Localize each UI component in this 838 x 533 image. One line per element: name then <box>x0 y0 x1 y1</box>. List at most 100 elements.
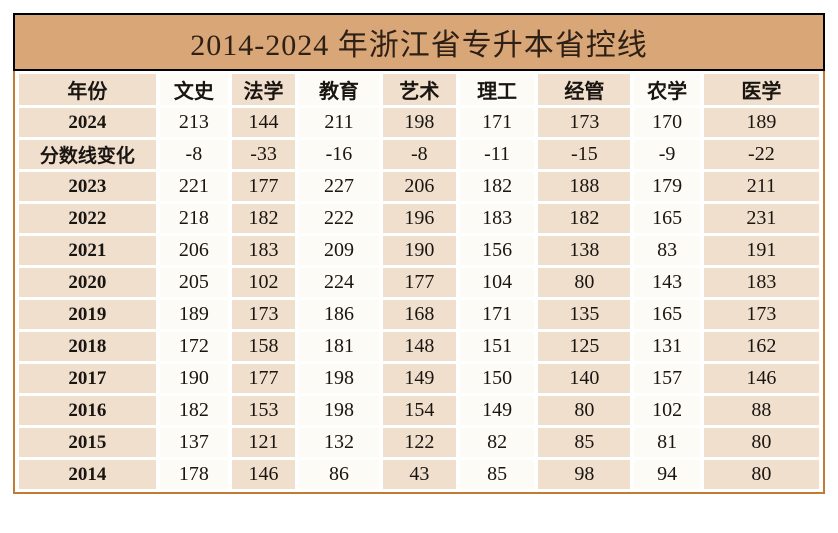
table-cell: 88 <box>703 396 819 425</box>
table-cell: -16 <box>299 140 379 169</box>
table-cell: 206 <box>159 236 229 265</box>
table-cell: 171 <box>459 108 535 137</box>
table-cell: 178 <box>159 460 229 489</box>
table-cell: 149 <box>382 364 456 393</box>
table-cell: 143 <box>634 268 700 297</box>
table-cell: 150 <box>459 364 535 393</box>
table-row: 2022 218 182 222 196 183 182 165 231 <box>19 204 819 233</box>
table-cell: 182 <box>459 172 535 201</box>
table-cell: 80 <box>703 428 819 457</box>
table-cell: 177 <box>382 268 456 297</box>
header-row: 年份 文史 法学 教育 艺术 理工 经管 农学 医学 <box>19 74 819 105</box>
table-row: 2019 189 173 186 168 171 135 165 173 <box>19 300 819 329</box>
table-cell: -15 <box>538 140 631 169</box>
row-label: 2020 <box>19 268 156 297</box>
score-table-card: 2014-2024 年浙江省专升本省控线 年份 文史 法学 教育 艺术 理工 经管 农学 医学 … <box>13 13 825 494</box>
table-cell: 138 <box>538 236 631 265</box>
table-cell: 190 <box>159 364 229 393</box>
table-cell: 86 <box>299 460 379 489</box>
table-cell: 211 <box>299 108 379 137</box>
column-header: 农学 <box>634 74 700 105</box>
column-header: 理工 <box>459 74 535 105</box>
table-cell: -8 <box>159 140 229 169</box>
table-cell: 82 <box>459 428 535 457</box>
row-label: 2019 <box>19 300 156 329</box>
table-cell: 182 <box>538 204 631 233</box>
table-cell: 222 <box>299 204 379 233</box>
row-label: 2018 <box>19 332 156 361</box>
table-row: 2021 206 183 209 190 156 138 83 191 <box>19 236 819 265</box>
table-cell: 181 <box>299 332 379 361</box>
table-cell: 94 <box>634 460 700 489</box>
table-cell: 196 <box>382 204 456 233</box>
table-cell: 221 <box>159 172 229 201</box>
table-cell: 157 <box>634 364 700 393</box>
table-body: 2024 213 144 211 198 171 173 170 189 分数线变化 -8 -33 -1… <box>19 108 819 489</box>
table-cell: -11 <box>459 140 535 169</box>
table-cell: 146 <box>703 364 819 393</box>
table-cell: -33 <box>232 140 296 169</box>
table-cell: 125 <box>538 332 631 361</box>
table-cell: 151 <box>459 332 535 361</box>
table-cell: 183 <box>232 236 296 265</box>
table-cell: 172 <box>159 332 229 361</box>
table-cell: 224 <box>299 268 379 297</box>
column-header: 教育 <box>299 74 379 105</box>
table-cell: 121 <box>232 428 296 457</box>
table-cell: 132 <box>299 428 379 457</box>
table-cell: 80 <box>538 396 631 425</box>
table-cell: 227 <box>299 172 379 201</box>
row-label: 2021 <box>19 236 156 265</box>
table-cell: 183 <box>459 204 535 233</box>
page-title: 2014-2024 年浙江省专升本省控线 <box>13 13 825 71</box>
table-row: 2024 213 144 211 198 171 173 170 189 <box>19 108 819 137</box>
table-cell: 173 <box>538 108 631 137</box>
row-label: 2015 <box>19 428 156 457</box>
table-cell: 102 <box>634 396 700 425</box>
table-cell: -9 <box>634 140 700 169</box>
table-cell: 140 <box>538 364 631 393</box>
table-cell: 156 <box>459 236 535 265</box>
table-cell: 170 <box>634 108 700 137</box>
table-cell: 190 <box>382 236 456 265</box>
table-cell: 179 <box>634 172 700 201</box>
table-row: 2017 190 177 198 149 150 140 157 146 <box>19 364 819 393</box>
table-cell: 191 <box>703 236 819 265</box>
table-cell: 146 <box>232 460 296 489</box>
column-header: 法学 <box>232 74 296 105</box>
row-label: 2022 <box>19 204 156 233</box>
table-cell: 131 <box>634 332 700 361</box>
table-cell: 168 <box>382 300 456 329</box>
table-cell: -8 <box>382 140 456 169</box>
column-header: 医学 <box>703 74 819 105</box>
table-cell: 211 <box>703 172 819 201</box>
table-cell: 173 <box>232 300 296 329</box>
table-cell: 149 <box>459 396 535 425</box>
table-cell: 158 <box>232 332 296 361</box>
table-cell: 177 <box>232 364 296 393</box>
table-row: 2014 178 146 86 43 85 98 94 80 <box>19 460 819 489</box>
row-label: 2014 <box>19 460 156 489</box>
table-cell: 182 <box>159 396 229 425</box>
table-cell: 80 <box>538 268 631 297</box>
table-cell: 135 <box>538 300 631 329</box>
table-cell: 98 <box>538 460 631 489</box>
table-cell: 198 <box>299 364 379 393</box>
table-cell: 177 <box>232 172 296 201</box>
table-cell: 154 <box>382 396 456 425</box>
row-label: 2016 <box>19 396 156 425</box>
table-cell: 205 <box>159 268 229 297</box>
table-cell: 165 <box>634 204 700 233</box>
table-row: 分数线变化 -8 -33 -16 -8 -11 -15 -9 -22 <box>19 140 819 169</box>
table-cell: 102 <box>232 268 296 297</box>
table-row: 2023 221 177 227 206 182 188 179 211 <box>19 172 819 201</box>
table-cell: 173 <box>703 300 819 329</box>
table-cell: -22 <box>703 140 819 169</box>
table-row: 2020 205 102 224 177 104 80 143 183 <box>19 268 819 297</box>
table-cell: 171 <box>459 300 535 329</box>
table-row: 2016 182 153 198 154 149 80 102 88 <box>19 396 819 425</box>
table-cell: 148 <box>382 332 456 361</box>
table-cell: 231 <box>703 204 819 233</box>
table-cell: 218 <box>159 204 229 233</box>
table-cell: 198 <box>382 108 456 137</box>
